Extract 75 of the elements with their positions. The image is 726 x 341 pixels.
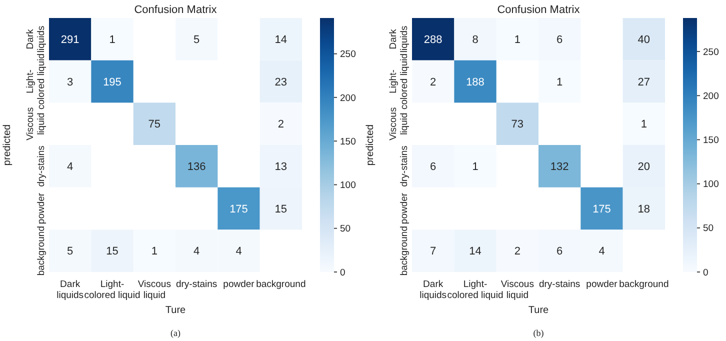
x-axis-title: Ture	[528, 305, 550, 316]
data-label: 4	[598, 246, 605, 258]
data-label: 75	[148, 118, 161, 131]
data-label: 2	[514, 246, 520, 258]
y-tick-label: Dark liquids	[25, 25, 47, 53]
data-label: 4	[67, 161, 74, 174]
y-tick-label: dry-stains	[36, 145, 47, 187]
data-label: 175	[592, 203, 611, 216]
data-label: 1	[514, 34, 520, 46]
color-bar-label: 0	[703, 267, 708, 278]
data-label: 288	[424, 34, 442, 46]
data-label: 132	[550, 161, 569, 174]
chart-title: Confusion Matrix	[134, 4, 218, 16]
data-label: 6	[430, 161, 436, 174]
x-tick-label: background	[256, 279, 306, 290]
data-label: 5	[67, 246, 74, 258]
data-label: 73	[511, 118, 524, 131]
color-bar-label: 50	[703, 223, 714, 234]
data-label: 1	[640, 118, 647, 131]
data-label: 6	[556, 34, 563, 46]
color-bar-label: 200	[703, 90, 719, 102]
x-tick-label: powder	[223, 279, 254, 290]
color-bar-label: 150	[703, 135, 719, 146]
data-label: 20	[638, 161, 650, 174]
data-label: 291	[60, 34, 80, 46]
x-tick-label: Dark liquids	[420, 279, 447, 301]
color-bar-label: 150	[340, 136, 356, 148]
y-tick-label: Dark liquids	[388, 25, 410, 53]
x-tick-label: Dark liquids	[56, 279, 84, 301]
x-tick-label: background	[619, 279, 669, 290]
color-bar-label: 100	[703, 179, 719, 190]
data-label: 4	[194, 246, 200, 258]
color-bar-label: 50	[340, 224, 351, 235]
data-label: 6	[556, 246, 563, 258]
x-tick-label: powder	[586, 279, 618, 290]
data-label: 3	[67, 76, 74, 88]
data-label: 5	[194, 34, 200, 46]
text: (b)	[533, 328, 544, 338]
data-label: 188	[466, 76, 484, 88]
color-bar-label: 100	[340, 180, 356, 192]
y-axis-title: predicted	[365, 124, 376, 166]
data-label: 2	[278, 118, 284, 131]
color-bar-label: 0	[340, 267, 346, 278]
data-label: 195	[103, 76, 122, 88]
x-tick-label: dry-stains	[538, 279, 580, 290]
data-label: 2	[430, 76, 436, 88]
data-label: 14	[469, 246, 482, 258]
data-label: 175	[230, 203, 248, 216]
x-axis-title: Ture	[165, 305, 186, 316]
data-label: 13	[274, 161, 288, 174]
data-label: 15	[106, 246, 118, 258]
data-label: 7	[430, 246, 436, 258]
color-bar-label: 250	[340, 49, 356, 60]
data-label: 4	[236, 246, 242, 258]
color-bar-label: 200	[340, 92, 356, 104]
text: (a)	[170, 328, 180, 338]
y-tick-label: powder	[36, 192, 47, 224]
data-label: 1	[556, 76, 563, 88]
data-label: 23	[274, 76, 288, 88]
data-label: 14	[274, 34, 288, 46]
y-tick-label: dry-stains	[399, 145, 410, 187]
x-tick-label: dry-stains	[176, 279, 218, 290]
y-tick-label: powder	[399, 192, 410, 224]
data-label: 1	[472, 161, 478, 174]
data-label: 18	[638, 203, 650, 216]
y-axis-title: predicted	[2, 124, 13, 166]
data-label: 1	[151, 246, 158, 258]
data-label: 1	[109, 34, 116, 46]
data-label: 27	[638, 76, 650, 88]
color-bar-label: 250	[703, 46, 719, 58]
data-label: 136	[187, 161, 206, 174]
chart-title: Confusion Matrix	[497, 4, 580, 16]
data-label: 15	[274, 203, 288, 216]
data-label: 40	[638, 34, 650, 46]
data-label: 8	[472, 34, 478, 46]
